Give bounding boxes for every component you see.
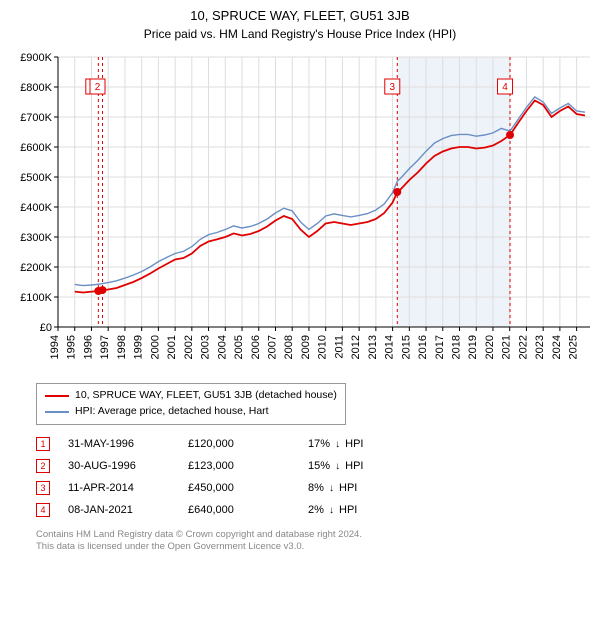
svg-text:£300K: £300K bbox=[20, 232, 52, 244]
legend-label: HPI: Average price, detached house, Hart bbox=[75, 404, 269, 420]
page-subtitle: Price paid vs. HM Land Registry's House … bbox=[0, 23, 600, 47]
svg-text:2012: 2012 bbox=[350, 335, 362, 359]
sale-marker: 3 bbox=[36, 481, 50, 495]
legend-label: 10, SPRUCE WAY, FLEET, GU51 3JB (detache… bbox=[75, 388, 337, 404]
svg-text:2017: 2017 bbox=[434, 335, 446, 359]
sale-row: 3 11-APR-2014£450,0008% ↓ HPI bbox=[36, 477, 600, 499]
legend-swatch bbox=[45, 395, 69, 397]
svg-text:2021: 2021 bbox=[501, 335, 513, 359]
sale-price: £640,000 bbox=[188, 504, 308, 516]
sale-row: 2 30-AUG-1996£123,00015% ↓ HPI bbox=[36, 455, 600, 477]
svg-text:2014: 2014 bbox=[384, 335, 396, 359]
svg-text:2002: 2002 bbox=[183, 335, 195, 359]
svg-text:2009: 2009 bbox=[300, 335, 312, 359]
svg-text:2007: 2007 bbox=[266, 335, 278, 359]
svg-text:2001: 2001 bbox=[166, 335, 178, 359]
svg-text:£700K: £700K bbox=[20, 112, 52, 124]
legend-item: 10, SPRUCE WAY, FLEET, GU51 3JB (detache… bbox=[45, 388, 337, 404]
svg-text:2013: 2013 bbox=[367, 335, 379, 359]
svg-text:2010: 2010 bbox=[317, 335, 329, 359]
legend: 10, SPRUCE WAY, FLEET, GU51 3JB (detache… bbox=[36, 383, 346, 425]
footnote: Contains HM Land Registry data © Crown c… bbox=[36, 529, 600, 554]
svg-text:1999: 1999 bbox=[133, 335, 145, 359]
svg-text:2003: 2003 bbox=[200, 335, 212, 359]
sale-row: 4 08-JAN-2021£640,0002% ↓ HPI bbox=[36, 499, 600, 521]
sale-marker: 1 bbox=[36, 437, 50, 451]
svg-text:1997: 1997 bbox=[99, 335, 111, 359]
svg-text:2004: 2004 bbox=[216, 335, 228, 359]
svg-text:£900K: £900K bbox=[20, 52, 52, 64]
sale-diff: 2% ↓ HPI bbox=[308, 504, 408, 516]
svg-text:2020: 2020 bbox=[484, 335, 496, 359]
svg-text:2000: 2000 bbox=[149, 335, 161, 359]
sale-price: £123,000 bbox=[188, 460, 308, 472]
svg-text:4: 4 bbox=[502, 82, 508, 93]
svg-text:2024: 2024 bbox=[551, 335, 563, 359]
sale-date: 08-JAN-2021 bbox=[68, 504, 188, 516]
sales-table: 1 31-MAY-1996£120,00017% ↓ HPI 2 30-AUG-199… bbox=[36, 433, 600, 521]
svg-text:2016: 2016 bbox=[417, 335, 429, 359]
svg-text:2005: 2005 bbox=[233, 335, 245, 359]
svg-text:2022: 2022 bbox=[517, 335, 529, 359]
svg-text:2018: 2018 bbox=[451, 335, 463, 359]
sale-price: £450,000 bbox=[188, 482, 308, 494]
chart-container: £0 £100K £200K £300K £400K £500K £600K £700K £80… bbox=[0, 47, 600, 377]
sale-date: 11-APR-2014 bbox=[68, 482, 188, 494]
sale-date: 31-MAY-1996 bbox=[68, 438, 188, 450]
svg-text:1994: 1994 bbox=[49, 335, 61, 359]
sale-marker: 2 bbox=[36, 459, 50, 473]
sale-marker: 4 bbox=[36, 503, 50, 517]
sale-diff: 15% ↓ HPI bbox=[308, 460, 408, 472]
sale-date: 30-AUG-1996 bbox=[68, 460, 188, 472]
svg-text:£800K: £800K bbox=[20, 82, 52, 94]
svg-text:3: 3 bbox=[389, 82, 395, 93]
svg-text:1998: 1998 bbox=[116, 335, 128, 359]
sale-diff: 8% ↓ HPI bbox=[308, 482, 408, 494]
svg-text:1995: 1995 bbox=[66, 335, 78, 359]
sale-price: £120,000 bbox=[188, 438, 308, 450]
footnote-line-2: This data is licensed under the Open Gov… bbox=[36, 541, 600, 553]
sale-diff: 17% ↓ HPI bbox=[308, 438, 408, 450]
svg-text:2023: 2023 bbox=[534, 335, 546, 359]
svg-text:2008: 2008 bbox=[283, 335, 295, 359]
svg-text:£400K: £400K bbox=[20, 202, 52, 214]
sale-row: 1 31-MAY-1996£120,00017% ↓ HPI bbox=[36, 433, 600, 455]
price-chart: £0 £100K £200K £300K £400K £500K £600K £700K £80… bbox=[0, 47, 600, 377]
svg-text:2019: 2019 bbox=[467, 335, 479, 359]
svg-text:£100K: £100K bbox=[20, 292, 52, 304]
svg-text:£200K: £200K bbox=[20, 262, 52, 274]
svg-text:£500K: £500K bbox=[20, 172, 52, 184]
legend-item: HPI: Average price, detached house, Hart bbox=[45, 404, 337, 420]
svg-text:2006: 2006 bbox=[250, 335, 262, 359]
svg-text:£0: £0 bbox=[40, 322, 52, 334]
svg-text:2: 2 bbox=[95, 82, 101, 93]
legend-swatch bbox=[45, 411, 69, 413]
page-title: 10, SPRUCE WAY, FLEET, GU51 3JB bbox=[0, 0, 600, 23]
svg-text:2025: 2025 bbox=[568, 335, 580, 359]
svg-text:1996: 1996 bbox=[82, 335, 94, 359]
svg-text:2015: 2015 bbox=[400, 335, 412, 359]
svg-text:£600K: £600K bbox=[20, 142, 52, 154]
svg-text:2011: 2011 bbox=[333, 335, 345, 359]
footnote-line-1: Contains HM Land Registry data © Crown c… bbox=[36, 529, 600, 541]
